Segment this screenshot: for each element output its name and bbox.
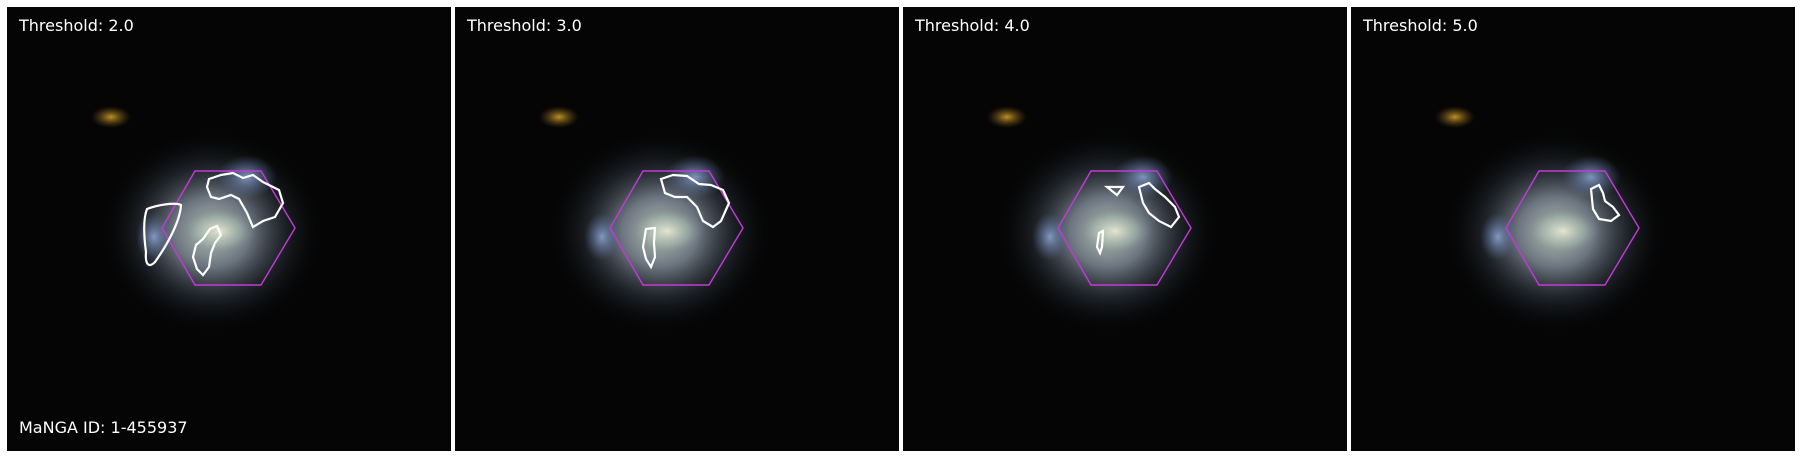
panel-threshold-2: Threshold: 3.0: [455, 7, 899, 451]
threshold-label: Threshold: 2.0: [19, 16, 134, 35]
galaxy-image: [7, 7, 451, 451]
contour: [659, 173, 731, 229]
contour: [1137, 181, 1181, 229]
hexagon-ifu-footprint: [161, 170, 296, 286]
contour: [1589, 183, 1621, 223]
contour: [1095, 229, 1105, 256]
contour: [641, 226, 657, 270]
panel-threshold-1: Threshold: 2.0 MaNGA ID: 1-455937: [7, 7, 451, 451]
manga-id-label: MaNGA ID: 1-455937: [19, 418, 188, 437]
galaxy-image: [1351, 7, 1795, 451]
galaxy-image: [903, 7, 1347, 451]
contour: [191, 224, 223, 277]
contour: [205, 171, 285, 229]
threshold-label: Threshold: 5.0: [1363, 16, 1478, 35]
hexagon-ifu-footprint: [1505, 170, 1640, 286]
panel-threshold-3: Threshold: 4.0: [903, 7, 1347, 451]
contour: [1103, 185, 1126, 197]
galaxy-image: [455, 7, 899, 451]
contour: [143, 202, 183, 267]
hexagon-ifu-footprint: [609, 170, 744, 286]
threshold-label: Threshold: 3.0: [467, 16, 582, 35]
panel-threshold-4: Threshold: 5.0: [1351, 7, 1795, 451]
threshold-label: Threshold: 4.0: [915, 16, 1030, 35]
hexagon-ifu-footprint: [1057, 170, 1192, 286]
